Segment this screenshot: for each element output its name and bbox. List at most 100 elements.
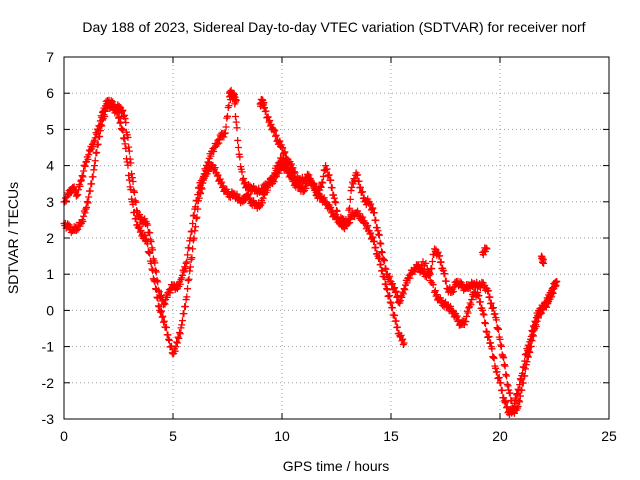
data-point (492, 316, 500, 324)
data-point (500, 354, 508, 362)
data-point (76, 222, 84, 230)
data-point (376, 239, 384, 247)
data-point (271, 126, 279, 134)
data-point (279, 144, 287, 152)
data-point (497, 342, 505, 350)
data-point (482, 327, 490, 335)
data-point (77, 177, 85, 185)
data-point (101, 106, 109, 114)
data-point (158, 313, 166, 321)
data-point (85, 193, 93, 201)
data-point (491, 362, 499, 370)
data-point (184, 251, 192, 259)
data-point (317, 183, 325, 191)
data-point (89, 143, 97, 151)
y-tick-label: 1 (46, 266, 54, 282)
data-point (184, 285, 192, 293)
data-point (498, 386, 506, 394)
data-point (399, 335, 407, 343)
data-point (276, 137, 284, 145)
data-point (96, 122, 104, 130)
data-point (181, 265, 189, 273)
data-point (513, 391, 521, 399)
data-point (232, 118, 240, 126)
data-point (149, 246, 157, 254)
data-point (205, 159, 213, 167)
data-point (240, 197, 248, 205)
data-point (419, 258, 427, 266)
data-point (514, 403, 522, 411)
data-point (529, 328, 537, 336)
data-point (210, 165, 218, 173)
data-point (527, 332, 535, 340)
data-point (131, 197, 139, 205)
data-point (181, 303, 189, 311)
data-point (127, 159, 135, 167)
data-point (495, 333, 503, 341)
data-point (346, 204, 354, 212)
data-point (125, 147, 133, 155)
data-point (524, 346, 532, 354)
data-point (219, 182, 227, 190)
data-point (200, 170, 208, 178)
data-point (202, 167, 210, 175)
data-point (392, 317, 400, 325)
data-point (443, 301, 451, 309)
data-point (80, 161, 88, 169)
data-point (236, 153, 244, 161)
data-point (185, 275, 193, 283)
data-point (145, 248, 153, 256)
data-point (128, 170, 136, 178)
data-point (380, 257, 388, 265)
data-point (343, 222, 351, 230)
data-point (400, 285, 408, 293)
data-point (161, 300, 169, 308)
data-point (165, 336, 173, 344)
data-point (394, 323, 402, 331)
data-point (370, 209, 378, 217)
data-point (495, 374, 503, 382)
plot-frame (63, 56, 610, 420)
data-point (391, 284, 399, 292)
data-point (512, 396, 520, 404)
data-point (91, 162, 99, 170)
data-point (176, 280, 184, 288)
data-point (510, 405, 518, 413)
data-point (210, 148, 218, 156)
data-point (142, 218, 150, 226)
data-point (264, 113, 272, 121)
data-point (281, 148, 289, 156)
data-point (367, 200, 375, 208)
data-point (519, 369, 527, 377)
data-point (394, 292, 402, 300)
data-point (128, 174, 136, 182)
data-point (90, 138, 98, 146)
data-point (525, 343, 533, 351)
data-point (310, 179, 318, 187)
data-point (328, 184, 336, 192)
x-tick-label: 15 (383, 428, 399, 444)
data-point (515, 386, 523, 394)
data-point (500, 394, 508, 402)
data-point (460, 321, 468, 329)
data-point (380, 256, 388, 264)
data-point (399, 290, 407, 298)
data-point (172, 343, 180, 351)
x-tick-label: 10 (274, 428, 290, 444)
data-point (367, 229, 375, 237)
data-point (481, 247, 489, 255)
data-point (501, 399, 509, 407)
data-point (490, 354, 498, 362)
data-point (488, 345, 496, 353)
data-point (241, 178, 249, 186)
data-point (120, 112, 128, 120)
data-point (160, 318, 168, 326)
data-point (267, 120, 275, 128)
data-point (521, 351, 529, 359)
y-tick-label: 6 (46, 85, 54, 101)
data-point (245, 196, 253, 204)
data-point (154, 278, 162, 286)
data-point (75, 186, 83, 194)
